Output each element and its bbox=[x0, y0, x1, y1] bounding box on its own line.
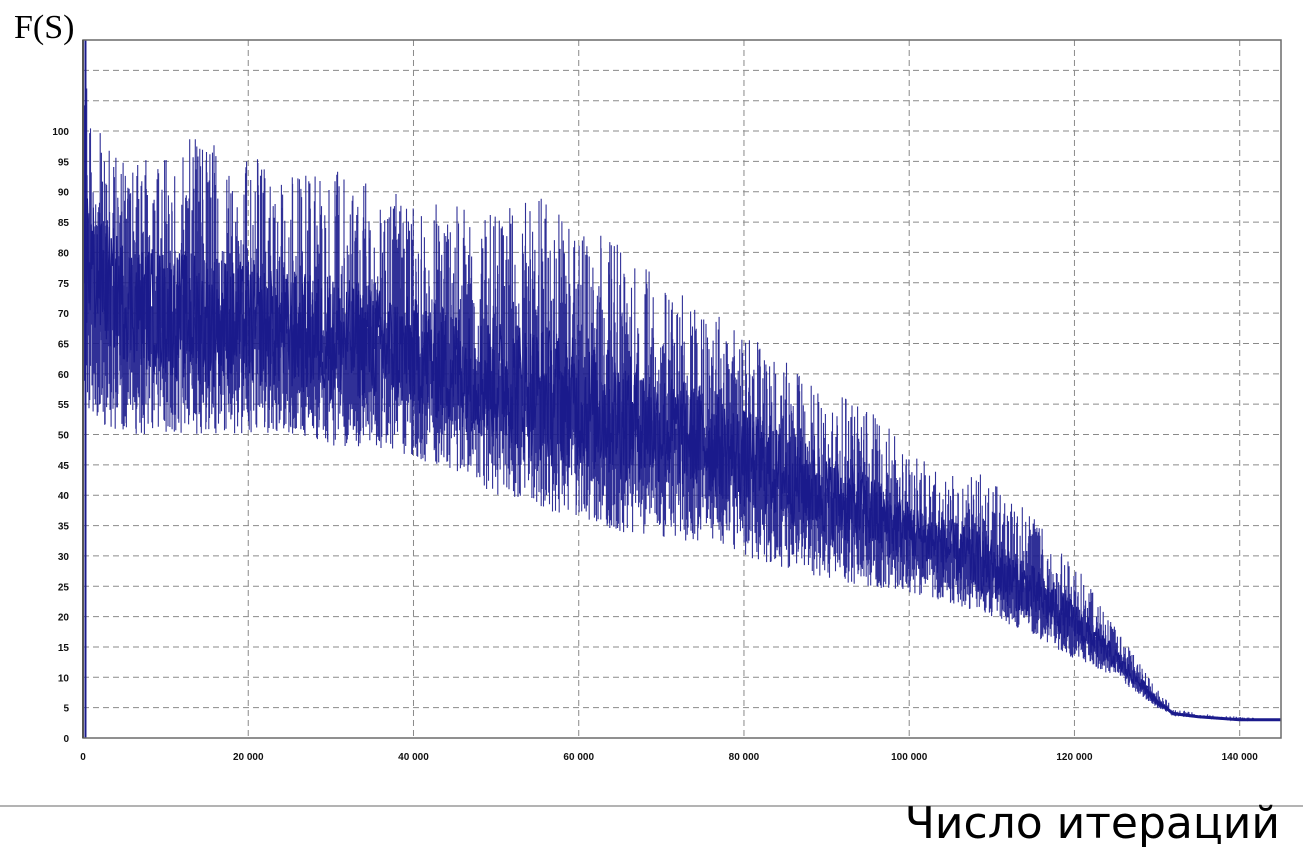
y-tick-label: 25 bbox=[58, 582, 70, 593]
y-tick-label: 80 bbox=[58, 248, 70, 259]
x-tick-label: 100 000 bbox=[891, 752, 928, 763]
y-axis-label: F(S) bbox=[14, 9, 74, 46]
x-tick-label: 60 000 bbox=[563, 752, 594, 763]
y-tick-label: 100 bbox=[52, 127, 69, 138]
x-tick-label: 120 000 bbox=[1056, 752, 1093, 763]
y-tick-label: 65 bbox=[58, 339, 70, 350]
x-axis-label: Число итераций bbox=[905, 798, 1280, 847]
y-tick-label: 10 bbox=[58, 673, 70, 684]
y-tick-label: 75 bbox=[58, 279, 70, 290]
y-tick-label: 35 bbox=[58, 522, 70, 533]
y-tick-label: 0 bbox=[63, 734, 69, 745]
y-tick-label: 55 bbox=[58, 400, 70, 411]
x-tick-label: 40 000 bbox=[398, 752, 429, 763]
x-tick-label: 80 000 bbox=[729, 752, 760, 763]
y-tick-label: 45 bbox=[58, 461, 70, 472]
y-tick-label: 50 bbox=[58, 431, 70, 442]
y-tick-label: 30 bbox=[58, 552, 70, 563]
y-tick-label: 20 bbox=[58, 613, 70, 624]
y-tick-label: 60 bbox=[58, 370, 70, 381]
y-tick-label: 95 bbox=[58, 157, 70, 168]
y-tick-label: 40 bbox=[58, 491, 70, 502]
y-tick-label: 85 bbox=[58, 218, 70, 229]
x-tick-label: 20 000 bbox=[233, 752, 264, 763]
y-axis-ticks: 0 5 10 15 20 25 30 35 40 45 50 55 60 65 70 75 80 85 90 95 10… bbox=[52, 127, 69, 745]
x-tick-label: 140 000 bbox=[1222, 752, 1259, 763]
y-tick-label: 15 bbox=[58, 643, 70, 654]
series-tail bbox=[1139, 682, 1281, 722]
y-tick-label: 90 bbox=[58, 188, 70, 199]
x-tick-label: 0 bbox=[80, 752, 86, 763]
series bbox=[82, 40, 1281, 738]
y-tick-label: 5 bbox=[63, 704, 69, 715]
y-tick-label: 70 bbox=[58, 309, 70, 320]
x-axis-ticks: 0 20 000 40 000 60 000 80 000 100 000 120 000 1… bbox=[80, 752, 1258, 763]
series-line bbox=[82, 176, 1281, 722]
